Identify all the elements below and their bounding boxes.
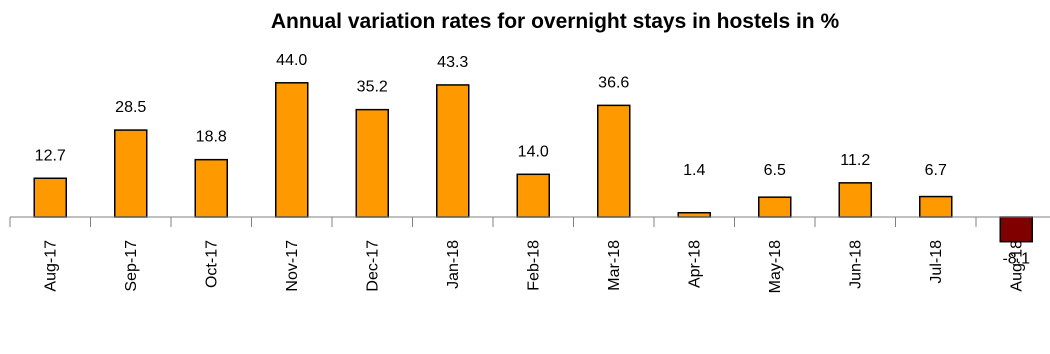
x-tick-label: Jun-18 <box>847 240 864 289</box>
x-tick-label: Apr-18 <box>686 240 703 288</box>
bar-jul-18 <box>919 195 953 218</box>
bar-mar-18 <box>597 104 631 218</box>
chart-title: Annual variation rates for overnight sta… <box>270 10 840 33</box>
data-label: 18.8 <box>196 129 227 146</box>
x-tick-label: Sep-17 <box>123 240 140 292</box>
bar-apr-18 <box>677 211 711 218</box>
data-label: 28.5 <box>115 99 146 116</box>
x-tick-label: Aug-17 <box>42 240 59 292</box>
data-label: 43.3 <box>437 54 468 71</box>
x-tick-label: Jul-18 <box>928 240 945 284</box>
bar-sep-17 <box>114 129 148 218</box>
bar-aug-17 <box>33 177 67 218</box>
bar-oct-17 <box>194 158 228 218</box>
bar-dec-17 <box>355 108 389 218</box>
data-label: 36.6 <box>598 74 629 91</box>
bar-may-18 <box>758 196 792 218</box>
data-label: 12.7 <box>35 147 66 164</box>
bar-nov-17 <box>275 82 309 218</box>
x-tick-label: Feb-18 <box>525 240 542 291</box>
x-tick-label: Aug-18 <box>1008 240 1025 292</box>
x-tick-label: Mar-18 <box>606 240 623 291</box>
x-tick-label: Oct-17 <box>203 240 220 288</box>
data-label: 35.2 <box>357 79 388 96</box>
data-label: 44.0 <box>276 52 307 69</box>
data-label: -8.1 <box>1002 251 1030 268</box>
bar-jan-18 <box>436 84 470 218</box>
data-label: 6.7 <box>925 162 947 179</box>
x-tick-label: May-18 <box>767 240 784 293</box>
data-label: 6.5 <box>764 162 786 179</box>
bar-feb-18 <box>516 173 550 218</box>
bar-jun-18 <box>838 182 872 218</box>
data-label: 11.2 <box>840 152 870 169</box>
x-tick-label: Nov-17 <box>284 240 301 292</box>
data-label: 1.4 <box>683 162 705 179</box>
x-tick-label: Jan-18 <box>445 240 462 289</box>
x-tick-label: Dec-17 <box>364 240 381 292</box>
bar-aug-18 <box>999 216 1033 243</box>
data-label: 14.0 <box>518 143 549 160</box>
